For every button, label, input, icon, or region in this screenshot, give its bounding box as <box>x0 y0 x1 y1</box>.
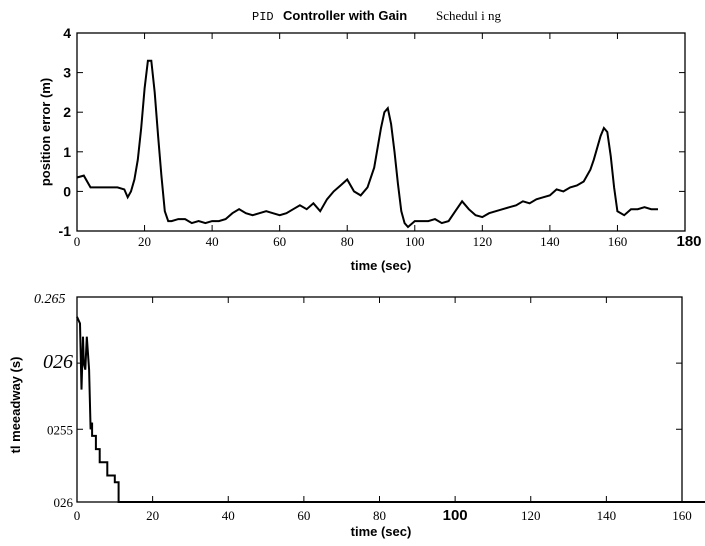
chart-top-xlabel: time (sec) <box>351 258 412 273</box>
chart-bottom-y-tick-label: 026 <box>43 351 73 373</box>
chart-top-x-tick-label: 40 <box>206 234 219 249</box>
chart-top-y-tick-label: -1 <box>59 223 72 239</box>
chart-top-series-line <box>76 59 658 229</box>
chart-top-y-tick-label: 0 <box>63 183 71 199</box>
chart-top-x-tick-label: 160 <box>608 234 628 249</box>
chart-top-y-tick-label: 3 <box>63 65 71 81</box>
chart-bottom-x-ticks: 0 20 40 60 80 100 120 140 160 <box>74 297 692 524</box>
chart-bottom-x-tick-label: 60 <box>297 508 310 523</box>
chart-top-y-ticks: -1 0 1 2 3 4 <box>59 25 685 239</box>
chart-bottom: 0 20 40 60 80 100 120 140 160 0.265 026 0255 026 ti… <box>8 292 705 539</box>
chart-top-x-tick-label: 120 <box>473 234 493 249</box>
chart-top-x-tick-label: 0 <box>74 234 81 249</box>
chart-bottom-x-tick-label: 140 <box>597 508 617 523</box>
chart-bottom-x-tick-label: 20 <box>146 508 159 523</box>
chart-top-x-tick-label: 100 <box>405 234 425 249</box>
chart-bottom-x-tick-label: 80 <box>373 508 386 523</box>
chart-top-x-ticks: 0 20 40 60 80 100 120 140 160 180 <box>74 33 702 250</box>
chart-bottom-series-line <box>76 316 705 503</box>
chart-bottom-frame <box>76 296 683 503</box>
chart-bottom-y-tick-label: 026 <box>54 495 74 510</box>
chart-top-frame <box>76 32 686 232</box>
chart-top-x-tick-label: 20 <box>138 234 151 249</box>
chart-bottom-ylabel: tl meeadway (s) <box>8 357 23 454</box>
chart-bottom-x-tick-label: 160 <box>672 508 692 523</box>
chart-top-x-tick-label: 80 <box>341 234 354 249</box>
chart-top-x-tick-label: 140 <box>540 234 560 249</box>
chart-top-y-tick-label: 1 <box>63 144 71 160</box>
title-part1: PID <box>252 10 274 24</box>
chart-bottom-x-tick-label: 120 <box>521 508 541 523</box>
chart-top-x-tick-label: 60 <box>273 234 286 249</box>
chart-top-y-tick-label: 2 <box>63 104 71 120</box>
chart-bottom-xlabel: time (sec) <box>351 524 412 539</box>
title-part2: Controller with Gain <box>283 8 407 23</box>
chart-top-x-tick-label: 180 <box>676 233 701 250</box>
chart-bottom-y-tick-label: 0255 <box>47 422 73 437</box>
chart-bottom-x-tick-label: 100 <box>443 507 468 524</box>
chart-top-ylabel: position error (m) <box>38 78 53 186</box>
chart-bottom-y-tick-label: 0.265 <box>34 292 66 307</box>
chart-bottom-x-tick-label: 40 <box>222 508 235 523</box>
title-part3: Schedul i ng <box>436 8 501 23</box>
chart-top-y-tick-label: 4 <box>63 25 71 41</box>
chart-bottom-y-ticks: 0.265 026 0255 026 <box>34 292 682 510</box>
chart-bottom-x-tick-label: 0 <box>74 508 81 523</box>
